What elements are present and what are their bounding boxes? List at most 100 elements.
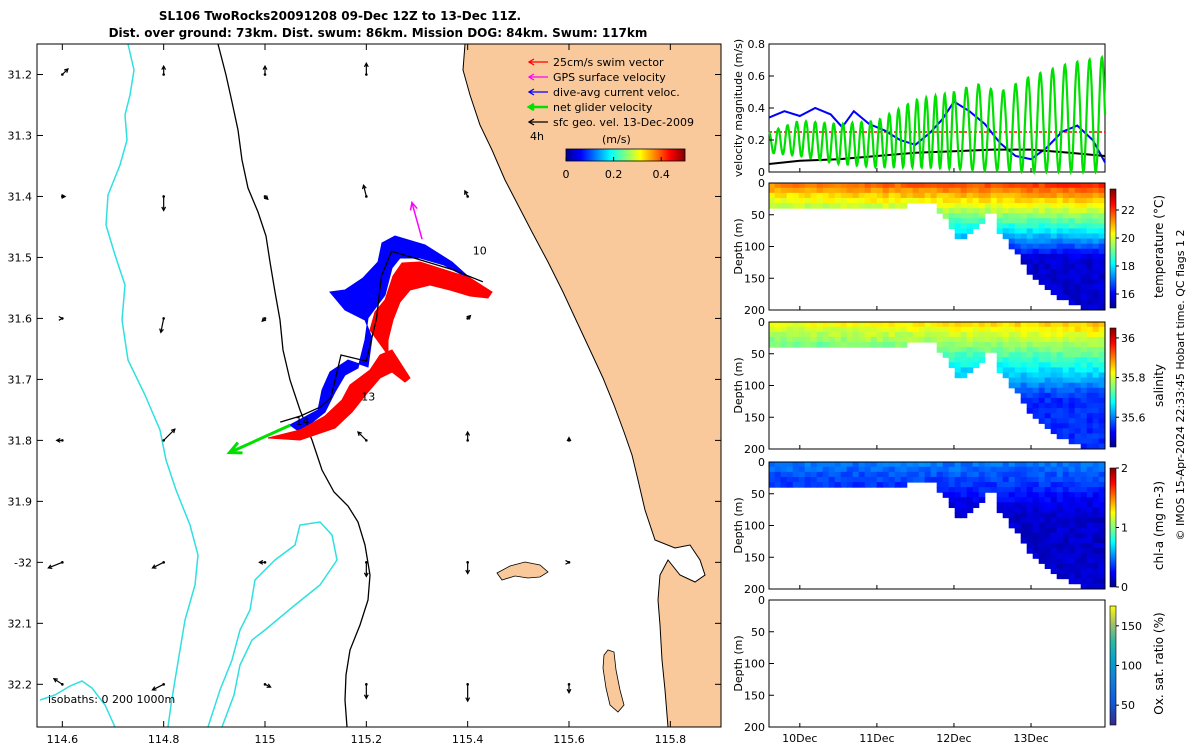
colorbar-tick-label: 0.2	[605, 168, 623, 181]
section-ytick-label: 150	[744, 272, 765, 285]
colorbar-unit-label: (m/s)	[602, 133, 631, 146]
section-xtick-label: 13Dec	[1013, 732, 1048, 745]
current-vector	[361, 184, 368, 198]
section-ylabel: Depth (m)	[732, 497, 745, 553]
section-plot-area	[769, 600, 1105, 727]
day-label: 13	[361, 391, 375, 404]
current-vector	[161, 64, 167, 76]
map-xtick-label: 115.4	[452, 733, 484, 746]
section-ytick-label: 0	[758, 456, 765, 469]
legend-entry: 25cm/s swim vector	[527, 56, 664, 69]
section-colorbar-label: Ox. sat. ratio (%)	[1152, 612, 1166, 714]
legend-entry: sfc geo. vel. 13-Dec-2009	[527, 116, 694, 129]
current-vector	[357, 431, 368, 442]
isobath-1000m-lower	[39, 680, 116, 727]
current-vector	[61, 68, 69, 76]
velocity-series	[768, 54, 1107, 176]
section-ytick-label: 50	[751, 209, 765, 222]
legend-time-label: 4h	[530, 130, 544, 143]
section-ytick-label: 0	[758, 316, 765, 329]
map-ytick-label: 31.3	[8, 129, 33, 142]
section-colorbar-tick: 35.8	[1121, 372, 1146, 385]
dive-avg-current-ribbon	[289, 235, 473, 433]
colorbar-tick-label: 0	[563, 168, 570, 181]
day-label: 14	[295, 415, 309, 428]
gps-surface-velocity-arrowhead	[409, 200, 418, 211]
section-colorbar-tick: 150	[1121, 620, 1142, 633]
map-ytick-label: -32	[14, 556, 32, 569]
section-ytick-label: 100	[744, 380, 765, 393]
section-colorbar	[1109, 467, 1117, 588]
island-garden	[602, 649, 625, 713]
legend-label: dive-avg current veloc.	[553, 86, 680, 99]
current-vector	[58, 315, 64, 321]
figure-title-line1: SL106 TwoRocks20091208 09-Dec 12Z to 13-…	[159, 9, 521, 23]
section-colorbar-tick: 0	[1121, 581, 1128, 594]
colorbar-tick-label: 0.4	[652, 168, 670, 181]
section-ytick-label: 0	[758, 594, 765, 607]
section-ytick-label: 100	[744, 658, 765, 671]
section-xtick-label: 11Dec	[859, 732, 894, 745]
section-colorbar-tick: 18	[1121, 260, 1135, 273]
isobath-1000m-inlet	[207, 521, 338, 727]
velocity-panel: 0 0.2 0.4 0.6 0.8 velocity magnitude (m/s)	[732, 38, 1107, 179]
legend-entry: dive-avg current veloc.	[527, 86, 680, 99]
map-legend: 25cm/s swim vector GPS surface velocity di…	[526, 56, 694, 129]
section-colorbar-tick: 16	[1121, 288, 1135, 301]
gps-surface-velocity-arrow	[411, 202, 423, 240]
section-panel: 0 50 100 150 200 Depth (m) 50 100 150 Ox. sat. ra…	[732, 594, 1166, 745]
legend-entry: net glider velocity	[526, 101, 653, 114]
velocity-ytick-label: 0.6	[748, 70, 766, 83]
velocity-ytick-label: 0.4	[748, 102, 766, 115]
section-ylabel: Depth (m)	[732, 357, 745, 413]
section-panel: 0 50 100 150 200 Depth (m) 16 18 20 22 temperature…	[732, 177, 1166, 317]
current-vector	[363, 683, 369, 700]
map-xtick-label: 115.2	[351, 733, 383, 746]
isobaths-label: isobaths: 0 200 1000m	[48, 693, 175, 706]
current-vector	[52, 678, 64, 686]
section-ytick-label: 150	[744, 551, 765, 564]
imos-credit: © IMOS 15-Apr-2024 22:33:45 Hobart time.…	[1174, 230, 1187, 541]
day-label: 10	[473, 244, 487, 257]
current-vector	[61, 194, 67, 199]
island-rottnest	[496, 561, 549, 581]
section-colorbar-tick: 2	[1121, 462, 1128, 475]
current-vector	[263, 683, 272, 688]
current-vector	[363, 561, 369, 578]
section-colorbar-tick: 50	[1121, 699, 1135, 712]
velocity-ylabel: velocity magnitude (m/s)	[732, 39, 745, 177]
legend-entry: GPS surface velocity	[527, 71, 666, 84]
swim-vector-ribbon	[267, 261, 493, 441]
isobath-1000m	[105, 44, 199, 727]
section-colorbar	[1109, 327, 1117, 448]
legend-label: GPS surface velocity	[553, 71, 666, 84]
section-colorbar-label: temperature (°C)	[1152, 195, 1166, 298]
current-vector	[161, 195, 167, 212]
current-vector	[566, 683, 572, 694]
section-ytick-label: 0	[758, 177, 765, 190]
map-xtick-label: 114.6	[47, 733, 79, 746]
section-colorbar-tick: 100	[1121, 660, 1142, 673]
net-glider-velocity-series	[768, 54, 1107, 176]
current-vector	[363, 62, 369, 76]
velocity-ticks: 0 0.2 0.4 0.6 0.8	[748, 38, 1032, 179]
map-xtick-label: 115.8	[655, 733, 687, 746]
section-cells	[768, 461, 1106, 590]
section-colorbar-tick: 20	[1121, 232, 1135, 245]
section-ytick-label: 100	[744, 241, 765, 254]
map-xtick-label: 115	[255, 733, 276, 746]
section-panel: 0 50 100 150 200 Depth (m) 35.6 35.8 36 salinity	[732, 316, 1166, 456]
section-cells	[768, 182, 1106, 311]
map-ytick-label: 31.6	[8, 312, 33, 325]
current-vector	[465, 561, 471, 575]
map-ytick-label: 31.8	[8, 434, 33, 447]
current-vector	[159, 317, 165, 334]
section-ytick-label: 50	[751, 348, 765, 361]
section-ylabel: Depth (m)	[732, 635, 745, 691]
coastline-land	[462, 44, 721, 727]
section-colorbar	[1109, 188, 1117, 309]
map-ytick-label: 31.2	[8, 68, 33, 81]
section-ytick-label: 150	[744, 411, 765, 424]
map-panel: 10 13 14 114.6 114.8 115 115.2 115.4 115.6 115.8…	[8, 43, 722, 746]
